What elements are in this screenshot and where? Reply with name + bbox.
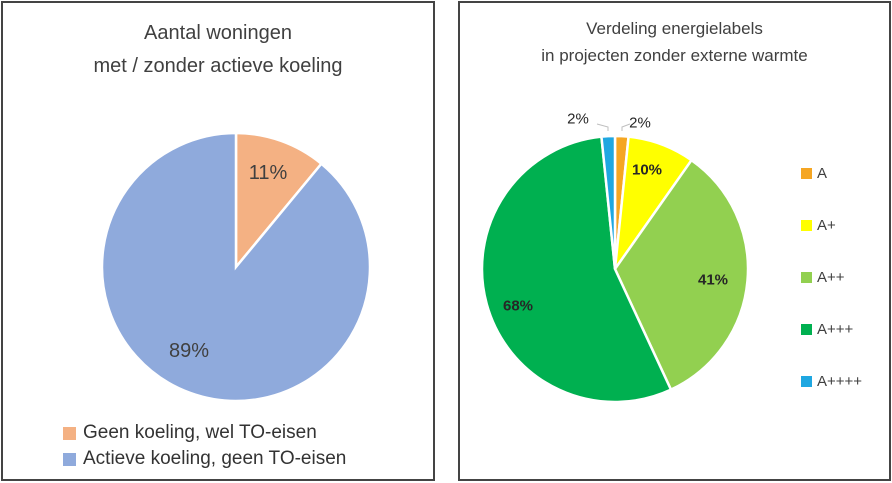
pie-slice-aplusplus bbox=[613, 158, 750, 392]
leader-line bbox=[596, 123, 609, 131]
legend-label: Actieve koeling, geen TO-eisen bbox=[83, 448, 347, 469]
legend-swatch bbox=[801, 376, 812, 387]
pie-slice-aplusplusplusplus bbox=[600, 134, 617, 270]
legend-label: A++ bbox=[817, 269, 845, 286]
legend-label: Geen koeling, wel TO-eisen bbox=[83, 422, 317, 443]
data-label-89: 89% bbox=[169, 340, 209, 362]
legend-swatch bbox=[801, 324, 812, 335]
data-label-a: 2% bbox=[629, 115, 651, 132]
pie-slice-geen-koeling-wel-to-eisen bbox=[234, 131, 324, 271]
legend-swatch bbox=[63, 453, 76, 466]
legend-swatch bbox=[801, 220, 812, 231]
chart-panel-energy-labels: Verdeling energielabels in projecten zon… bbox=[458, 1, 891, 481]
pie-slice-actieve-koeling-geen-to-eisen bbox=[100, 131, 372, 403]
legend-label: A+ bbox=[817, 217, 836, 234]
legend-swatch bbox=[801, 168, 812, 179]
pie-slice-aplusplusplus bbox=[480, 135, 673, 404]
legend-swatch bbox=[801, 272, 812, 283]
chart-title: Aantal woningen met / zonder actieve koe… bbox=[3, 17, 433, 83]
data-label-a-plus: 10% bbox=[632, 162, 662, 179]
leader-line bbox=[621, 123, 631, 131]
chart-title-line-2: met / zonder actieve koeling bbox=[93, 55, 343, 77]
legend-swatch bbox=[63, 427, 76, 440]
pie-chart-energy-labels: 2% 10% 41% 68% 2% bbox=[480, 111, 750, 404]
chart-title-line-1: Aantal woningen bbox=[144, 22, 292, 44]
chart-title: Verdeling energielabels in projecten zon… bbox=[460, 15, 889, 69]
chart-title-line-1: Verdeling energielabels bbox=[586, 19, 763, 38]
chart-title-line-2: in projecten zonder externe warmte bbox=[541, 46, 808, 65]
legend-label: A bbox=[817, 165, 828, 182]
pie-chart-cooling: 11% 89% bbox=[100, 131, 372, 403]
data-label-a-plus-plus-plus: 68% bbox=[503, 298, 533, 315]
data-label-a-plus-plus-plus-plus: 2% bbox=[567, 111, 589, 128]
legend-label: A+++ bbox=[817, 321, 854, 338]
data-label-a-plus-plus: 41% bbox=[698, 272, 728, 289]
chart-panel-cooling: Aantal woningen met / zonder actieve koe… bbox=[1, 1, 435, 481]
data-label-11: 11% bbox=[249, 162, 288, 184]
legend-label: A++++ bbox=[817, 373, 863, 390]
